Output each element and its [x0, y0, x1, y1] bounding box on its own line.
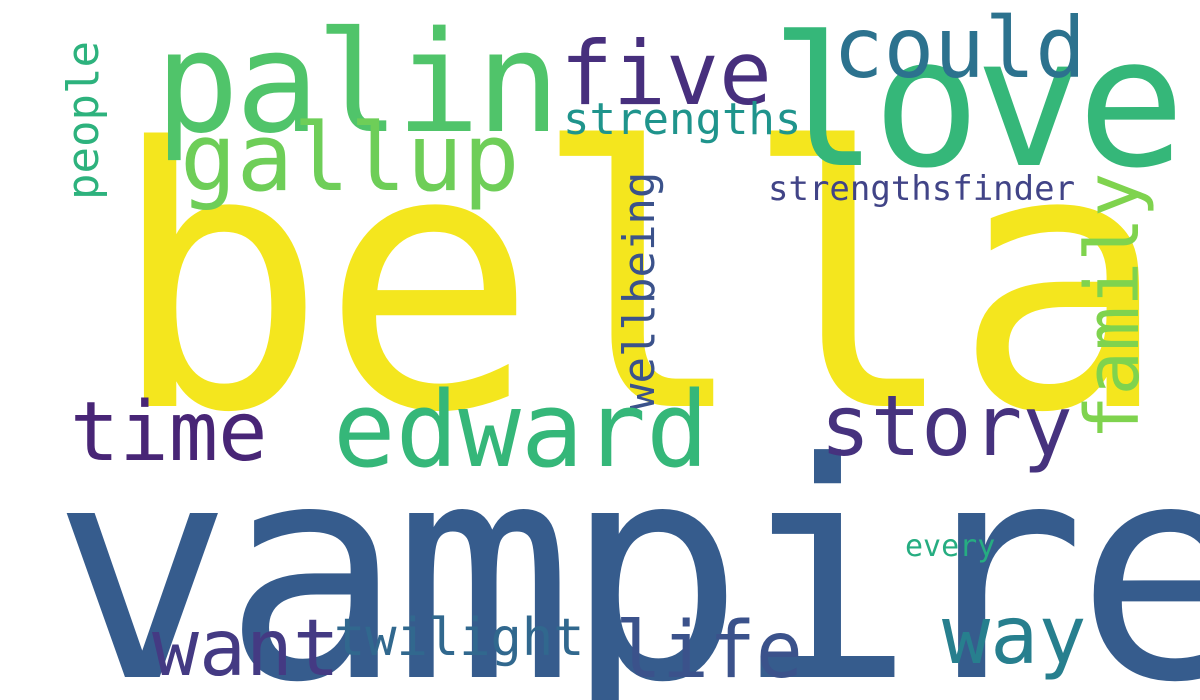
word-want: want — [152, 604, 340, 694]
word-could: could — [833, 0, 1086, 97]
word-love: love — [770, 0, 1185, 208]
word-family: family — [1070, 172, 1156, 440]
word-twilight: twilight — [334, 608, 585, 668]
word-palin: palin — [155, 2, 560, 165]
word-bella: bella — [110, 72, 1170, 491]
word-every: every — [905, 529, 996, 564]
word-strengths: strengths — [563, 94, 802, 145]
word-story: story — [820, 377, 1073, 475]
word-strengthsfinder: strengthsfinder — [768, 169, 1076, 209]
word-vampire: vampire — [52, 399, 1200, 700]
word-way: way — [942, 589, 1087, 682]
word-five: five — [560, 22, 772, 125]
word-time: time — [70, 385, 268, 480]
word-life: life — [615, 606, 803, 696]
word-edward: edward — [333, 369, 709, 491]
word-gallup: gallup — [180, 104, 520, 213]
word-people: people — [58, 41, 109, 200]
